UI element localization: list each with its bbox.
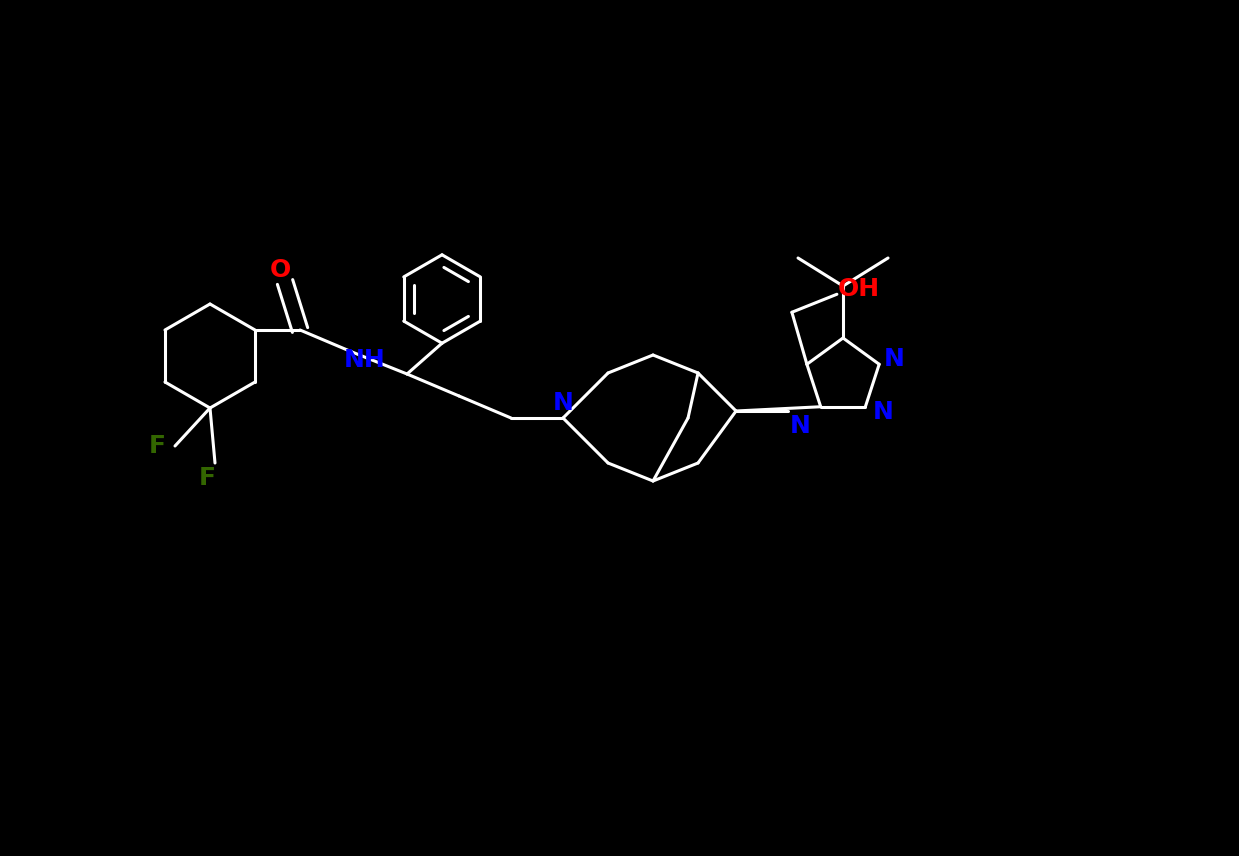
Text: F: F [198, 466, 216, 490]
Text: N: N [789, 414, 810, 438]
Text: N: N [553, 391, 574, 415]
Text: OH: OH [838, 277, 880, 301]
Text: N: N [883, 348, 904, 372]
Text: O: O [269, 258, 291, 282]
Text: F: F [149, 434, 166, 458]
Text: N: N [873, 400, 893, 424]
Text: NH: NH [344, 348, 385, 372]
